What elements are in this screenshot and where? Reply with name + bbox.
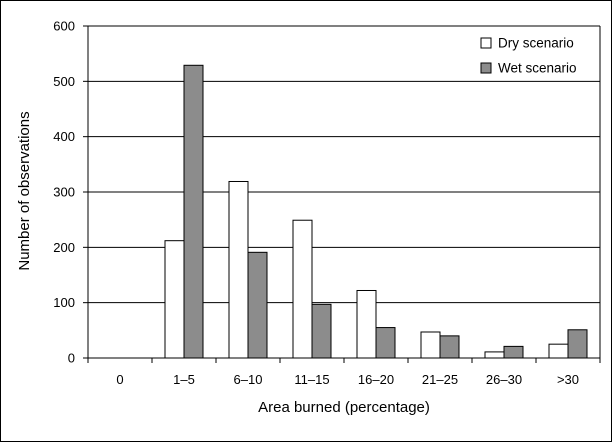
bar-wet-5 bbox=[439, 335, 460, 359]
y-tick-label-1: 100 bbox=[53, 295, 75, 310]
y-tick-label-5: 500 bbox=[53, 74, 75, 89]
x-tick-label-2: 6–10 bbox=[234, 372, 263, 387]
bar-dry-3 bbox=[292, 219, 313, 359]
legend-label-dry: Dry scenario bbox=[498, 36, 574, 51]
bar-wet-4 bbox=[375, 327, 396, 359]
x-ticks: 0 1–5 6–10 11–15 16–20 21–25 26–30 >30 bbox=[87, 358, 601, 387]
bar-dry-2 bbox=[228, 180, 249, 359]
x-tick-label-4: 16–20 bbox=[358, 372, 394, 387]
legend-swatch-wet bbox=[480, 62, 492, 74]
bar-dry-1 bbox=[164, 240, 185, 359]
bar-wet-6 bbox=[503, 345, 524, 359]
y-tick-label-2: 200 bbox=[53, 240, 75, 255]
bar-dry-6 bbox=[484, 351, 505, 359]
y-tick-label-6: 600 bbox=[53, 19, 75, 34]
legend-label-wet: Wet scenario bbox=[498, 61, 577, 76]
x-axis-title: Area burned (percentage) bbox=[258, 399, 430, 416]
bar-wet-1 bbox=[183, 64, 204, 359]
legend: Dry scenario Wet scenario bbox=[480, 36, 577, 76]
x-tick-label-7: >30 bbox=[557, 372, 579, 387]
x-tick-label-1: 1–5 bbox=[173, 372, 195, 387]
bar-wet-2 bbox=[247, 251, 268, 359]
y-tick-label-0: 0 bbox=[68, 351, 75, 366]
legend-swatch-dry bbox=[480, 37, 492, 49]
x-tick-label-3: 11–15 bbox=[294, 372, 329, 387]
x-tick-label-0: 0 bbox=[116, 372, 123, 387]
bar-dry-7 bbox=[548, 343, 569, 359]
y-tick-label-3: 300 bbox=[53, 185, 75, 200]
bars bbox=[164, 64, 588, 359]
bar-wet-3 bbox=[311, 303, 332, 359]
x-tick-label-6: 26–30 bbox=[486, 372, 522, 387]
y-ticks: 0 100 200 300 400 500 600 bbox=[53, 19, 88, 366]
bar-dry-4 bbox=[356, 289, 377, 359]
y-tick-label-4: 400 bbox=[53, 129, 75, 144]
y-axis-title: Number of observations bbox=[16, 111, 33, 270]
x-tick-label-5: 21–25 bbox=[422, 372, 458, 387]
bar-dry-5 bbox=[420, 331, 441, 359]
bar-wet-7 bbox=[567, 329, 588, 359]
